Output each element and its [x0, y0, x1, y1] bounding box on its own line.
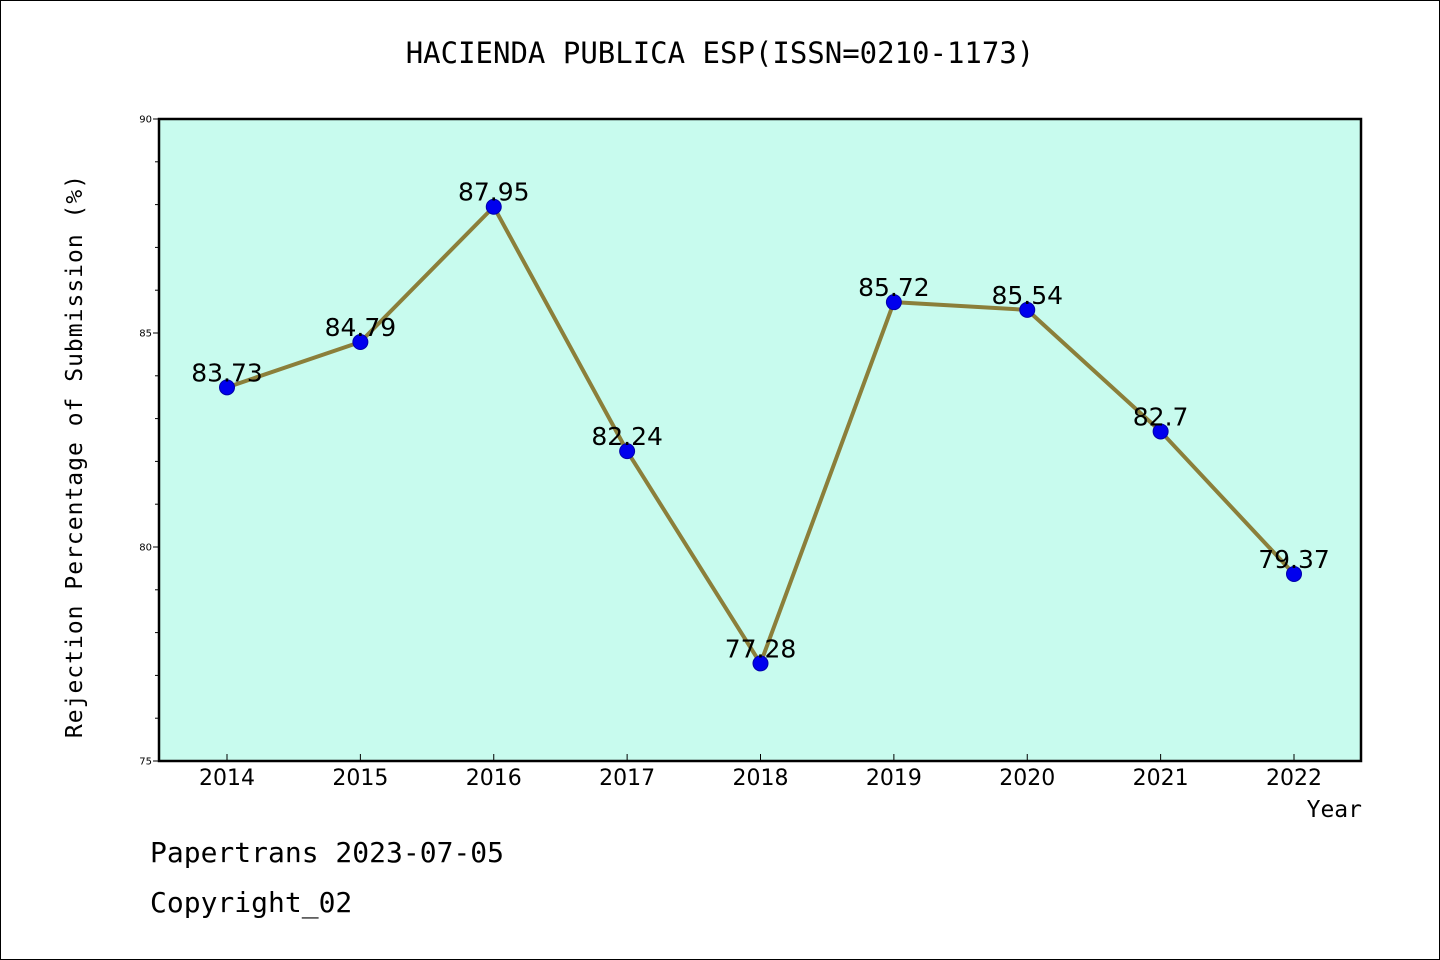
- x-tick-label: 2017: [599, 766, 655, 791]
- y-tick-label: 75: [139, 757, 152, 768]
- data-point: [752, 655, 769, 672]
- footer-date: Papertrans 2023-07-05: [150, 836, 505, 869]
- data-point: [619, 443, 636, 460]
- x-axis-label: Year: [1306, 797, 1362, 823]
- x-tick-label: 2022: [1266, 766, 1322, 791]
- chart-title: HACIENDA PUBLICA ESP(ISSN=0210-1173): [405, 36, 1035, 70]
- x-tick-label: 2019: [866, 766, 922, 791]
- x-tick-label: 2020: [999, 766, 1055, 791]
- data-point: [1019, 301, 1036, 318]
- series-group: [219, 198, 1302, 672]
- data-point: [1286, 565, 1302, 582]
- data-label: 82.24: [591, 422, 663, 451]
- data-label: 85.72: [858, 273, 930, 302]
- x-tick-label: 2021: [1133, 766, 1189, 791]
- x-tick-label: 2015: [332, 766, 388, 791]
- data-point: [219, 379, 235, 396]
- data-point: [1152, 423, 1169, 440]
- x-tick-label: 2018: [733, 766, 789, 791]
- data-point: [885, 294, 902, 311]
- plot-area: [159, 119, 1361, 761]
- plot-border: [157, 117, 1363, 763]
- data-labels: 83.73 84.79 87.95 82.24 77.28 85.72 85.54 82.7 7…: [191, 178, 1330, 664]
- x-tick-label: 2014: [199, 766, 255, 791]
- data-label: 84.79: [325, 313, 397, 342]
- y-tick-label: 85: [139, 329, 152, 340]
- footer-copyright: Copyright_02: [150, 886, 353, 919]
- data-label: 83.73: [191, 358, 263, 387]
- data-label: 87.95: [458, 178, 530, 207]
- data-label: 85.54: [991, 281, 1063, 310]
- y-tick-label: 90: [139, 115, 152, 126]
- data-label: 82.7: [1133, 402, 1189, 431]
- x-tick-label: 2016: [466, 766, 522, 791]
- y-axis-ticks: 75 80 85 90: [139, 115, 159, 768]
- x-axis-ticks: 2014 2015 2016 2017 2018 2019 2020 2021 2022: [199, 754, 1322, 791]
- data-label: 77.28: [725, 634, 797, 663]
- data-point: [485, 198, 502, 215]
- data-label: 79.37: [1258, 545, 1330, 574]
- data-point: [352, 333, 369, 350]
- y-tick-label: 80: [139, 543, 152, 554]
